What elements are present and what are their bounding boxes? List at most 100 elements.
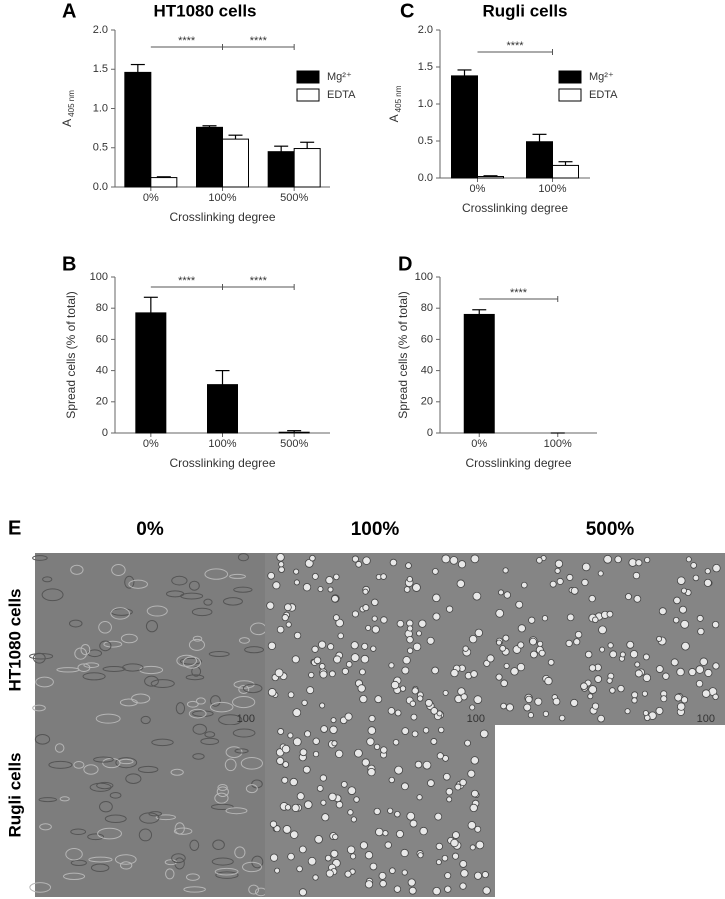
cell	[474, 825, 482, 833]
cell	[432, 886, 441, 896]
x-tick-label: 0%	[470, 183, 486, 195]
micrograph	[265, 725, 495, 897]
cell	[97, 827, 122, 840]
cell	[350, 853, 357, 860]
cell	[293, 631, 302, 640]
cell	[609, 650, 618, 659]
significance-label: ****	[250, 35, 268, 47]
cell	[387, 807, 394, 814]
cell	[580, 682, 588, 690]
cell	[29, 652, 54, 660]
cell	[502, 634, 510, 642]
cell	[99, 801, 113, 813]
cell	[232, 728, 256, 738]
cell	[419, 826, 428, 836]
cell	[655, 665, 664, 673]
y-tick-label: 1.0	[418, 98, 433, 110]
cell	[409, 700, 416, 707]
cell	[400, 848, 409, 858]
row-label: Rugli cells	[5, 752, 24, 837]
panel-letter: A	[62, 0, 76, 22]
cell	[680, 619, 690, 629]
y-tick-label: 60	[421, 333, 433, 345]
cell	[468, 635, 478, 644]
cell	[38, 797, 57, 803]
cell	[449, 556, 459, 565]
cell	[371, 615, 378, 622]
cell	[192, 710, 214, 717]
cell	[370, 645, 377, 652]
cell	[354, 748, 363, 758]
cell	[350, 816, 357, 823]
x-tick-label: 0%	[143, 192, 159, 204]
cell	[462, 645, 469, 652]
cell	[179, 657, 202, 665]
cell	[371, 598, 379, 607]
cell	[704, 568, 711, 575]
cell	[410, 713, 418, 721]
cell	[224, 758, 237, 772]
cell	[517, 641, 525, 649]
cell	[267, 571, 275, 580]
cell	[59, 796, 70, 802]
cell	[192, 753, 205, 760]
significance-label: ****	[178, 275, 196, 287]
cell	[676, 667, 685, 677]
cell	[712, 693, 719, 701]
cell	[350, 653, 360, 662]
cell	[384, 841, 392, 849]
cell	[498, 589, 504, 596]
cell	[379, 879, 387, 888]
cell	[291, 655, 300, 664]
cell	[474, 628, 483, 637]
cell	[145, 619, 158, 633]
cell	[496, 639, 502, 646]
cell	[401, 666, 410, 675]
cell	[505, 703, 514, 712]
cell	[238, 637, 250, 644]
cell	[588, 685, 598, 694]
cell	[454, 783, 462, 791]
cell	[131, 693, 151, 704]
cell	[171, 575, 188, 586]
cell	[39, 823, 52, 831]
cell	[430, 738, 438, 745]
cell	[500, 679, 508, 688]
cell	[234, 748, 249, 754]
cell	[607, 642, 614, 649]
cell	[212, 839, 225, 851]
significance-label: ****	[178, 35, 196, 47]
x-tick-label: 500%	[280, 192, 308, 204]
cell	[685, 556, 692, 563]
cell	[140, 715, 151, 725]
y-axis-title: A 405 nm	[387, 85, 403, 122]
cell	[699, 657, 708, 666]
cell	[594, 675, 603, 683]
cell	[392, 739, 400, 746]
cell	[351, 610, 359, 618]
cell	[614, 555, 622, 564]
cell	[642, 710, 649, 717]
cell	[450, 669, 459, 678]
cell	[281, 776, 289, 784]
cell	[547, 659, 555, 666]
cell	[170, 768, 184, 776]
cell	[185, 873, 200, 881]
cell	[318, 663, 326, 670]
x-axis-title: Crosslinking degree	[169, 456, 275, 470]
cell	[704, 668, 713, 677]
micrograph: 100	[495, 553, 725, 725]
cell	[406, 811, 416, 821]
cell	[350, 641, 359, 650]
cell	[592, 616, 599, 624]
y-tick-label: 1.5	[93, 63, 108, 75]
cell	[175, 702, 186, 715]
cell	[414, 760, 423, 769]
cell	[394, 709, 402, 717]
y-axis-title-main: A	[60, 119, 74, 127]
cell	[269, 820, 278, 828]
cell	[401, 727, 410, 735]
bar	[196, 126, 223, 188]
x-tick-label: 100%	[208, 438, 236, 450]
